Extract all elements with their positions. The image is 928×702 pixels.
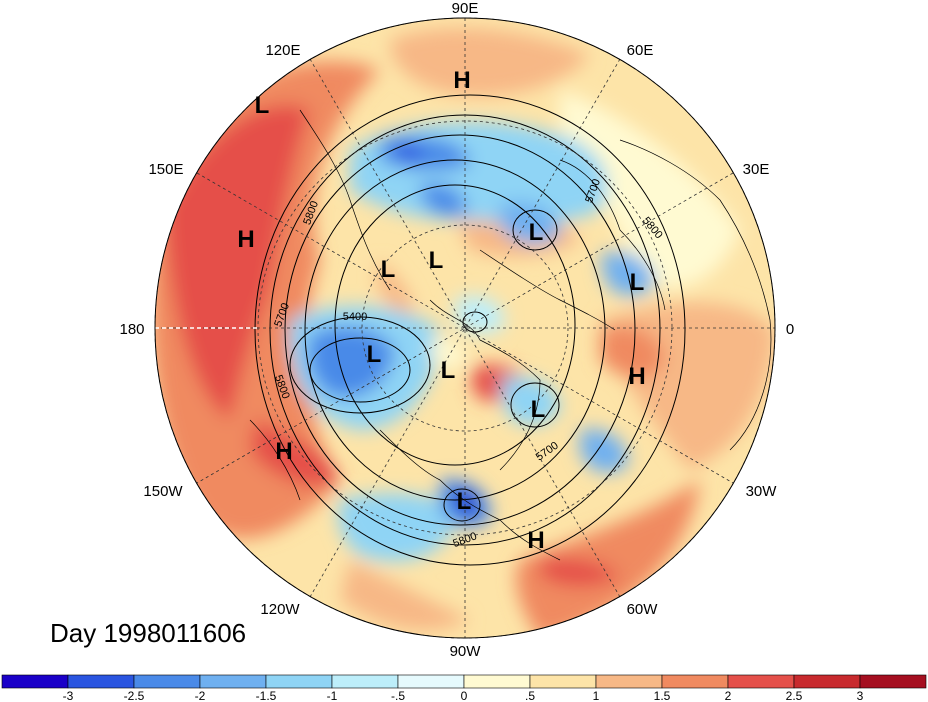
lon-label-30e: 30E bbox=[743, 161, 770, 178]
pressure-center-high: H bbox=[275, 438, 292, 465]
date-label: Day 1998011606 bbox=[50, 618, 247, 648]
colorbar-swatch bbox=[661, 674, 729, 689]
map-border bbox=[154, 17, 776, 639]
lon-label-60w: 60W bbox=[627, 601, 659, 618]
pressure-center-high: H bbox=[527, 527, 544, 554]
lon-label-90e: 90E bbox=[452, 0, 479, 17]
colorbar-tick-label: -2.5 bbox=[124, 689, 145, 702]
lon-label-180: 180 bbox=[119, 321, 144, 338]
colorbar-tick-label: 3 bbox=[857, 689, 864, 702]
colorbar-swatch bbox=[1, 674, 69, 689]
colorbar-tick-label: -1 bbox=[327, 689, 338, 702]
lon-label-120w: 120W bbox=[260, 601, 300, 618]
colorbar-tick-label: -.5 bbox=[391, 689, 405, 702]
colorbar-swatch bbox=[595, 674, 663, 689]
pressure-center-low: L bbox=[381, 256, 396, 283]
colorbar-tick-label: -2 bbox=[195, 689, 206, 702]
colorbar-tick-label: 2.5 bbox=[786, 689, 803, 702]
lon-label-150e: 150E bbox=[148, 161, 183, 178]
pressure-center-high: H bbox=[628, 363, 645, 390]
lon-label-30w: 30W bbox=[746, 483, 778, 500]
colorbar-swatch bbox=[859, 674, 927, 689]
colorbar-tick-label: -1.5 bbox=[256, 689, 277, 702]
pressure-center-low: L bbox=[529, 219, 544, 246]
lon-label-120e: 120E bbox=[265, 42, 300, 59]
colorbar-swatch bbox=[529, 674, 597, 689]
pressure-centers: L H H L L L L L L H L H L H bbox=[237, 67, 645, 554]
colorbar-swatch bbox=[397, 674, 465, 689]
colorbar-swatch bbox=[199, 674, 267, 689]
colorbar-tick-label: 2 bbox=[725, 689, 732, 702]
colorbar-swatch bbox=[67, 674, 135, 689]
colorbar-swatch bbox=[793, 674, 861, 689]
colorbar-swatch bbox=[265, 674, 333, 689]
pressure-center-low: L bbox=[457, 488, 472, 515]
colorbar-swatch bbox=[463, 674, 531, 689]
colorbar-tick-label: -3 bbox=[63, 689, 74, 702]
pressure-center-low: L bbox=[429, 247, 444, 274]
colorbar-tick-label: 1 bbox=[593, 689, 600, 702]
colorbar-tick-label: 1.5 bbox=[654, 689, 671, 702]
colorbar-tick-label: 0 bbox=[461, 689, 468, 702]
lon-label-90w: 90W bbox=[450, 643, 482, 660]
pressure-center-low: L bbox=[630, 269, 645, 296]
pressure-center-low: L bbox=[255, 92, 270, 119]
pressure-center-low: L bbox=[441, 357, 456, 384]
pressure-center-low: L bbox=[367, 341, 382, 368]
longitude-labels: 90E 120E 60E 150E 30E 180 0 150W 30W 120… bbox=[119, 0, 794, 660]
lon-label-150w: 150W bbox=[143, 483, 183, 500]
lon-label-0: 0 bbox=[786, 321, 794, 338]
lon-label-60e: 60E bbox=[627, 42, 654, 59]
pressure-center-high: H bbox=[237, 226, 254, 253]
pressure-center-high: H bbox=[453, 67, 470, 94]
colorbar-swatch bbox=[727, 674, 795, 689]
pressure-center-low: L bbox=[531, 396, 546, 423]
colorbar-swatch bbox=[133, 674, 201, 689]
colorbar-swatch bbox=[331, 674, 399, 689]
colorbar: -3 -2.5 -2 -1.5 -1 -.5 0 .5 1 1.5 2 2.5 3 bbox=[1, 674, 927, 702]
colorbar-tick-label: .5 bbox=[525, 689, 535, 702]
contour-label: 5400 bbox=[343, 311, 367, 323]
